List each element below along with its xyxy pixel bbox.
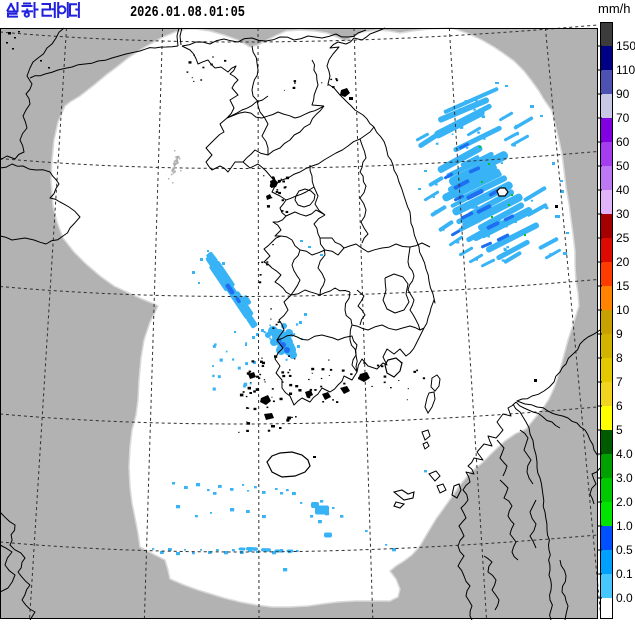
svg-text:70: 70 [616, 111, 630, 125]
svg-text:50: 50 [616, 159, 630, 173]
svg-text:15: 15 [616, 279, 630, 293]
svg-text:90: 90 [616, 87, 630, 101]
svg-text:150: 150 [616, 39, 635, 53]
svg-text:3.0: 3.0 [616, 471, 633, 485]
svg-text:1.0: 1.0 [616, 519, 633, 533]
svg-text:2026.01.08.01:05: 2026.01.08.01:05 [130, 4, 245, 21]
svg-text:0.5: 0.5 [616, 543, 633, 557]
svg-text:110: 110 [616, 63, 635, 77]
svg-text:2.0: 2.0 [616, 495, 633, 509]
svg-text:40: 40 [616, 183, 630, 197]
svg-text:4.0: 4.0 [616, 447, 633, 461]
svg-text:9: 9 [616, 327, 623, 341]
svg-text:20: 20 [616, 255, 630, 269]
svg-text:0.0: 0.0 [616, 591, 633, 605]
svg-text:6: 6 [616, 399, 623, 413]
svg-text:8: 8 [616, 351, 623, 365]
svg-text:10: 10 [616, 303, 630, 317]
svg-text:7: 7 [616, 375, 623, 389]
svg-text:5: 5 [616, 423, 623, 437]
svg-text:mm/h: mm/h [598, 1, 631, 16]
svg-text:25: 25 [616, 231, 630, 245]
svg-text:0.1: 0.1 [616, 567, 633, 581]
svg-text:30: 30 [616, 207, 630, 221]
svg-text:60: 60 [616, 135, 630, 149]
